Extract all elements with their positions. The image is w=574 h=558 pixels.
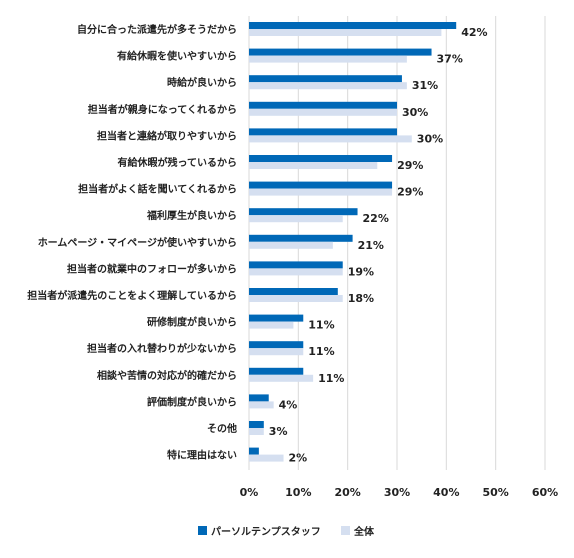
category-label: 担当者が派遣先のことをよく理解しているから	[27, 289, 237, 302]
bar-series-1	[249, 341, 304, 349]
category-label: 相談や苦情の対応が的確だから	[97, 369, 237, 382]
bar-series-2	[249, 268, 343, 276]
data-label: 42%	[461, 26, 487, 39]
bar-series-1	[249, 128, 397, 136]
data-label: 19%	[348, 265, 374, 278]
data-label: 29%	[397, 186, 423, 199]
bar-series-1	[249, 367, 304, 375]
data-label: 11%	[308, 319, 334, 332]
category-label: 担当者がよく話を聞いてくれるから	[78, 183, 237, 196]
category-label: 評価制度が良いから	[147, 395, 237, 408]
category-label: 担当者の入れ替わりが少ないから	[87, 342, 237, 355]
data-label: 31%	[412, 79, 438, 92]
bar-series-1	[249, 288, 338, 295]
data-label: 2%	[289, 452, 308, 465]
category-labels: 自分に合った派遣先が多そうだから有給休暇を使いやすいから時給が良いから担当者が親…	[27, 23, 237, 462]
x-tick-label: 0%	[240, 486, 259, 499]
bar-series-2	[249, 295, 343, 302]
x-tick-label: 20%	[334, 486, 360, 499]
category-label: 福利厚生が良いから	[146, 209, 237, 222]
legend-swatch-series-1	[198, 526, 207, 535]
bar-series-2	[249, 321, 294, 329]
bar-series-1	[249, 155, 393, 162]
bar-series-1	[249, 421, 264, 428]
bar-series-2	[249, 82, 407, 90]
bar-series-2	[249, 215, 343, 223]
data-label: 4%	[279, 398, 298, 411]
category-label: 担当者の就業中のフォローが多いから	[67, 262, 237, 275]
bar-series-1	[249, 181, 393, 189]
data-label: 37%	[437, 53, 463, 66]
x-tick-label: 60%	[532, 486, 558, 499]
bar-series-1	[249, 101, 397, 109]
bar-series-2	[249, 188, 393, 196]
bar-series-1	[249, 208, 358, 216]
data-label: 11%	[318, 372, 344, 385]
data-label: 22%	[363, 212, 389, 225]
x-tick-label: 40%	[433, 486, 459, 499]
category-label: 担当者が親身になってくれるから	[88, 103, 237, 116]
data-label: 21%	[358, 239, 384, 252]
x-tick-label: 10%	[285, 486, 311, 499]
bar-series-1	[249, 314, 304, 322]
bar-series-2	[249, 108, 397, 116]
bar-series-1	[249, 75, 402, 83]
bar-series-2	[249, 162, 378, 169]
category-label: 研修制度が良いから	[147, 316, 237, 329]
bar-series-2	[249, 374, 314, 382]
bar-series-2	[249, 428, 264, 435]
data-label: 11%	[308, 345, 334, 358]
bar-series-1	[249, 234, 353, 242]
legend-label-series-1: パーソルテンプスタッフ	[211, 525, 321, 538]
bar-series-1	[249, 394, 269, 402]
bar-series-2	[249, 348, 304, 356]
data-label: 30%	[402, 106, 428, 119]
data-label: 30%	[417, 132, 443, 145]
category-label: 有給休暇が残っているから	[118, 156, 238, 169]
data-label: 3%	[269, 425, 288, 438]
bar-series-2	[249, 55, 407, 63]
x-axis-ticks: 0% 10% 20% 30% 40% 50% 60%	[240, 486, 559, 499]
category-label: 有給休暇を使いやすいから	[117, 50, 237, 63]
bar-series-1	[249, 261, 343, 269]
value-labels: 42% 37% 31% 30% 30% 29% 29% 22% 21% 19% 18% 11% 11% 1…	[269, 26, 488, 465]
gridlines	[248, 16, 546, 470]
category-label: 担当者と連絡が取りやすいから	[97, 129, 237, 142]
data-label: 18%	[348, 292, 374, 305]
bar-series-2	[249, 29, 442, 36]
bars	[249, 22, 457, 462]
bar-series-2	[249, 241, 333, 249]
bar-series-2	[249, 135, 412, 143]
legend: パーソルテンプスタッフ 全体	[198, 525, 375, 538]
category-label: 特に理由はない	[167, 449, 237, 462]
category-label: 自分に合った派遣先が多そうだから	[77, 23, 237, 36]
legend-swatch-series-2	[341, 526, 350, 535]
category-label: ホームページ・マイページが使いやすいから	[38, 236, 237, 249]
x-tick-label: 50%	[482, 486, 508, 499]
category-label: その他	[207, 422, 237, 435]
bar-series-2	[249, 454, 284, 462]
legend-label-series-2: 全体	[353, 525, 375, 538]
bar-series-2	[249, 401, 274, 409]
bar-series-1	[249, 447, 259, 455]
data-label: 29%	[397, 159, 423, 172]
bar-series-1	[249, 48, 432, 56]
bar-series-1	[249, 22, 457, 29]
x-tick-label: 30%	[384, 486, 410, 499]
category-label: 時給が良いから	[167, 76, 237, 89]
